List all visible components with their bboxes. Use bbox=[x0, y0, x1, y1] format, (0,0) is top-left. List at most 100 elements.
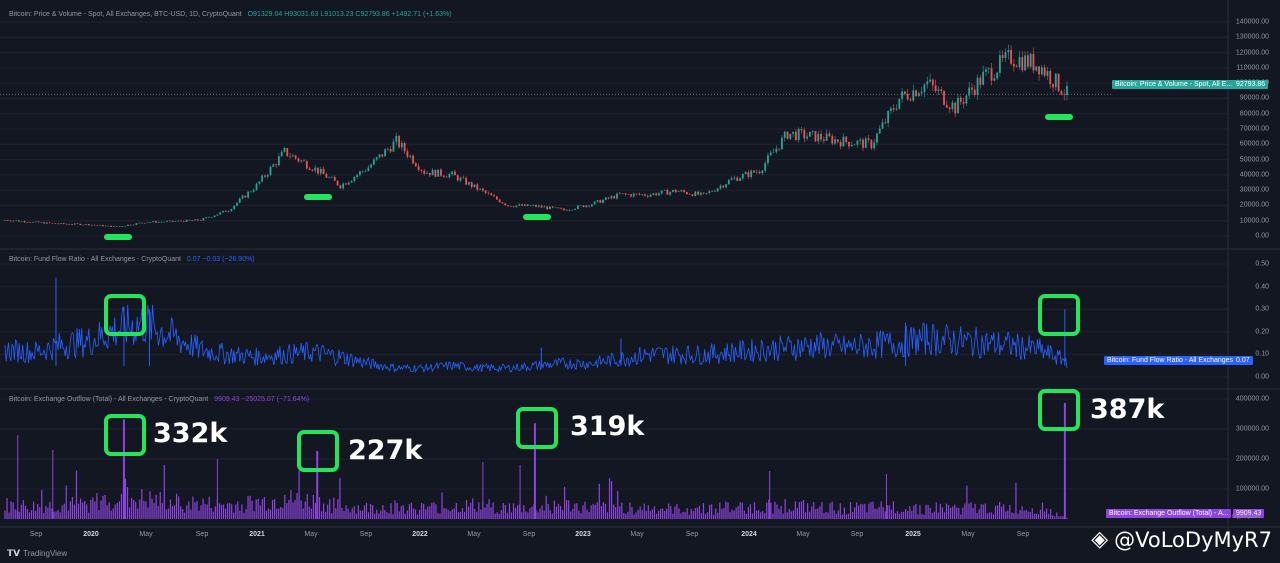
candle-body bbox=[985, 69, 987, 72]
candle-body bbox=[1004, 52, 1007, 58]
candle-body bbox=[822, 139, 825, 141]
candle-body bbox=[359, 171, 361, 175]
candle-body bbox=[948, 107, 951, 109]
candle-body bbox=[836, 139, 839, 142]
candle-body bbox=[428, 172, 431, 176]
candle-body bbox=[155, 221, 157, 223]
candle-body bbox=[705, 193, 708, 194]
candle-body bbox=[1015, 66, 1018, 67]
candle-body bbox=[811, 131, 814, 132]
candle-body bbox=[848, 141, 850, 147]
candle-body bbox=[783, 131, 786, 138]
candle-body bbox=[753, 170, 755, 173]
candle-body bbox=[987, 68, 990, 70]
candle-body bbox=[814, 131, 817, 142]
tradingview-brand[interactable]: 𝗧𝗩 TradingView bbox=[7, 548, 67, 559]
outflow-tag-value: 9909.43 bbox=[1236, 510, 1262, 517]
candle-body bbox=[565, 210, 568, 211]
candle-body bbox=[188, 219, 191, 221]
candle-body bbox=[99, 224, 101, 226]
peak-marker bbox=[1038, 389, 1080, 431]
candle-body bbox=[856, 140, 859, 145]
candle-body bbox=[400, 143, 403, 148]
candle-body bbox=[79, 223, 82, 225]
candle-body bbox=[364, 171, 367, 172]
candle-body bbox=[957, 97, 959, 114]
candle-body bbox=[630, 194, 632, 197]
candle-body bbox=[146, 222, 149, 224]
price-tag-value: 92793.86 bbox=[1236, 81, 1266, 88]
x-tick-label: May bbox=[139, 531, 153, 538]
candle-body bbox=[909, 99, 912, 101]
candle-body bbox=[65, 223, 68, 225]
candle-body bbox=[579, 205, 582, 207]
x-tick-label: May bbox=[467, 531, 481, 538]
flow-tick-label: 0.30 bbox=[1255, 305, 1269, 313]
candle-body bbox=[448, 174, 451, 178]
flow-series-tag: Bitcoin: Fund Flow Ratio - All Exchanges bbox=[1104, 356, 1237, 365]
candle-body bbox=[674, 189, 677, 193]
candle-body bbox=[764, 163, 767, 171]
candle-body bbox=[890, 108, 892, 111]
candle-body bbox=[317, 167, 319, 174]
candle-body bbox=[87, 224, 90, 226]
candle-body bbox=[445, 176, 448, 178]
candle-body bbox=[233, 205, 236, 210]
candle-body bbox=[618, 193, 621, 195]
candle-body bbox=[180, 220, 182, 222]
candle-body bbox=[954, 102, 957, 114]
candle-body bbox=[962, 101, 965, 104]
candle-body bbox=[350, 180, 353, 183]
candle-body bbox=[792, 131, 795, 134]
candle-body bbox=[294, 155, 297, 159]
candle-body bbox=[437, 169, 440, 177]
candle-body bbox=[733, 177, 736, 179]
x-tick-label: Sep bbox=[522, 531, 536, 538]
candle-body bbox=[462, 177, 465, 179]
candle-body bbox=[588, 205, 590, 207]
candle-body bbox=[9, 220, 12, 222]
candle-body bbox=[205, 217, 208, 219]
candle-body bbox=[1035, 66, 1038, 71]
candle-body bbox=[339, 185, 342, 189]
candle-body bbox=[722, 185, 725, 188]
candle-body bbox=[632, 193, 635, 197]
candle-body bbox=[107, 225, 110, 227]
candle-body bbox=[454, 171, 456, 176]
candle-body bbox=[641, 194, 644, 195]
candle-body bbox=[599, 200, 602, 203]
candle-body bbox=[110, 225, 113, 227]
price-tick-label: 60000.00 bbox=[1239, 140, 1269, 148]
candle-body bbox=[487, 192, 490, 194]
candle-body bbox=[96, 225, 99, 226]
candle-body bbox=[166, 221, 168, 222]
candle-body bbox=[968, 87, 971, 96]
peak-marker bbox=[1038, 294, 1080, 336]
candle-body bbox=[669, 191, 672, 195]
candle-body bbox=[999, 55, 1001, 73]
candle-body bbox=[121, 226, 124, 227]
candle-body bbox=[261, 175, 264, 182]
candle-body bbox=[370, 164, 373, 168]
candle-body bbox=[174, 221, 177, 222]
watermark-handle: @VoLoDyMyR7 bbox=[1114, 527, 1272, 552]
candle-body bbox=[725, 184, 727, 188]
candle-body bbox=[719, 185, 722, 189]
candle-body bbox=[1018, 57, 1021, 67]
candle-body bbox=[476, 184, 479, 190]
candle-body bbox=[557, 207, 560, 209]
candle-body bbox=[892, 108, 895, 110]
candle-body bbox=[57, 223, 59, 225]
bottom-marker bbox=[1045, 114, 1073, 120]
candle-body bbox=[806, 136, 808, 139]
price-tick-label: 80000.00 bbox=[1239, 110, 1269, 118]
flow-tick-label: 0.10 bbox=[1255, 350, 1269, 358]
price-tick-label: 30000.00 bbox=[1239, 186, 1269, 194]
candle-body bbox=[384, 149, 386, 157]
candle-body bbox=[213, 215, 216, 217]
candle-body bbox=[864, 138, 867, 148]
x-tick-label: Sep bbox=[850, 531, 864, 538]
candle-body bbox=[677, 191, 680, 193]
flow-tick-label: 0.00 bbox=[1255, 373, 1269, 381]
